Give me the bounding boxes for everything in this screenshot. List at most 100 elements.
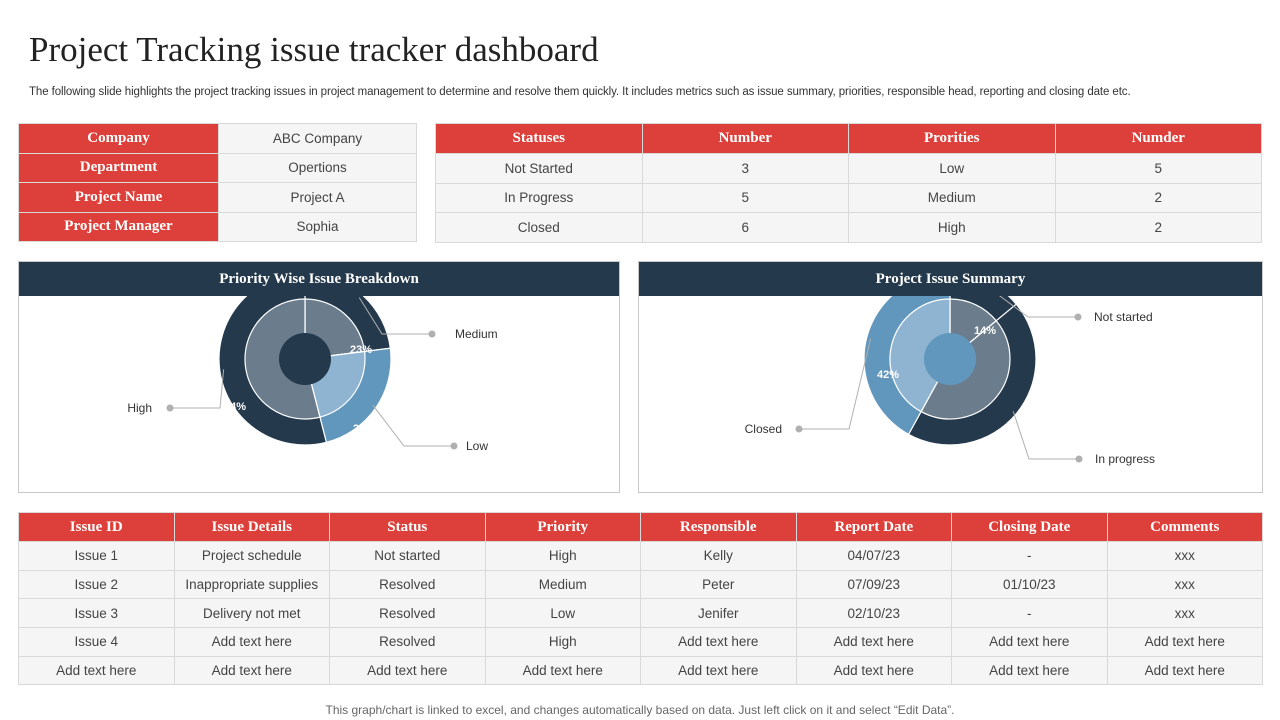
- table-cell: Add text here: [18, 655, 175, 686]
- table-cell: 5: [1054, 153, 1262, 184]
- slice-percent-label: 42%: [877, 369, 899, 381]
- info-label: Project Name: [18, 182, 219, 213]
- table-cell: Not started: [329, 541, 486, 571]
- table-cell: Jenifer: [640, 598, 797, 629]
- table-cell: Add text here: [173, 627, 330, 657]
- table-cell: Medium: [484, 569, 641, 600]
- info-row: Company ABC Company: [18, 123, 417, 154]
- table-cell: In Progress: [435, 182, 643, 213]
- table-cell: Issue 4: [18, 627, 175, 657]
- slice-percent-label: 44%: [997, 428, 1019, 440]
- column-header: Numder: [1054, 123, 1262, 154]
- table-cell: xxx: [1106, 541, 1263, 571]
- column-header: Priority: [484, 512, 641, 542]
- info-row: Project Manager Sophia: [18, 211, 417, 242]
- column-header: Comments: [1106, 512, 1263, 542]
- table-cell: Add text here: [173, 655, 330, 686]
- table-cell: Low: [484, 598, 641, 629]
- info-value: Sophia: [218, 211, 417, 242]
- table-cell: Add text here: [795, 627, 952, 657]
- table-cell: 5: [641, 182, 849, 213]
- leader-line: [799, 338, 872, 430]
- table-row: Add text here Add text here Add text here A…: [18, 655, 1263, 686]
- table-cell: Add text here: [1106, 655, 1263, 686]
- slice-percent-label: 54%: [224, 401, 246, 413]
- table-cell: Kelly: [640, 541, 797, 571]
- leader-dot: [428, 330, 436, 338]
- table-cell: Closed: [435, 212, 643, 243]
- leader-dot: [795, 425, 803, 433]
- info-value: ABC Company: [218, 123, 417, 154]
- info-value: Project A: [218, 182, 417, 213]
- priority-breakdown-panel: Priority Wise Issue Breakdown Medium 23% L…: [18, 261, 620, 493]
- slice-label: Low: [466, 439, 488, 453]
- table-row: Not Started 3 Low 5: [435, 153, 1262, 184]
- table-cell: Add text here: [951, 655, 1108, 686]
- leader-line: [1012, 411, 1079, 460]
- table-cell: Project schedule: [173, 541, 330, 571]
- table-cell: -: [951, 541, 1108, 571]
- leader-dot: [450, 442, 458, 450]
- table-cell: Add text here: [640, 655, 797, 686]
- column-header: Report Date: [795, 512, 952, 542]
- issues-table: Issue ID Issue Details Status Priority Respo…: [18, 512, 1263, 686]
- table-cell: High: [484, 627, 641, 657]
- column-header: Status: [329, 512, 486, 542]
- table-cell: Low: [848, 153, 1056, 184]
- leader-dot: [1075, 455, 1083, 463]
- table-cell: 6: [641, 212, 849, 243]
- leader-dot: [1074, 313, 1082, 321]
- slice-ring: [889, 298, 951, 413]
- column-header: Prorities: [848, 123, 1056, 154]
- column-header: Closing Date: [951, 512, 1108, 542]
- table-cell: 07/09/23: [795, 569, 952, 600]
- table-cell: 2: [1054, 212, 1262, 243]
- table-cell: Medium: [848, 182, 1056, 213]
- donut-hole: [924, 333, 976, 385]
- table-cell: High: [848, 212, 1056, 243]
- panel-title: Priority Wise Issue Breakdown: [19, 262, 619, 296]
- table-cell: Issue 1: [18, 541, 175, 571]
- table-cell: High: [484, 541, 641, 571]
- column-header: Responsible: [640, 512, 797, 542]
- table-row: Issue 1 Project schedule Not started High Ke…: [18, 541, 1263, 571]
- info-label: Department: [18, 152, 219, 183]
- column-header: Statuses: [435, 123, 643, 154]
- table-cell: Resolved: [329, 598, 486, 629]
- footer-note: This graph/chart is linked to excel, and…: [325, 703, 955, 717]
- column-header-row: Statuses Number Prorities Numder: [435, 123, 1262, 154]
- table-cell: 04/07/23: [795, 541, 952, 571]
- page-title: Project Tracking issue tracker dashboard: [29, 30, 599, 69]
- table-cell: Add text here: [484, 655, 641, 686]
- slice-percent-label: 23%: [353, 423, 375, 435]
- table-cell: Issue 3: [18, 598, 175, 629]
- table-cell: Add text here: [329, 655, 486, 686]
- info-row: Project Name Project A: [18, 182, 417, 213]
- table-cell: Delivery not met: [173, 598, 330, 629]
- slice-label: In progress: [1095, 452, 1155, 466]
- column-header-row: Issue ID Issue Details Status Priority Respo…: [18, 512, 1263, 542]
- table-cell: Resolved: [329, 627, 486, 657]
- table-cell: 3: [641, 153, 849, 184]
- column-header: Issue ID: [18, 512, 175, 542]
- issue-summary-panel: Project Issue Summary Not started 14% In p…: [638, 261, 1263, 493]
- status-priority-table: Statuses Number Prorities Numder Not Started…: [435, 123, 1262, 243]
- table-row: Issue 4 Add text here Resolved High Add text…: [18, 627, 1263, 657]
- table-cell: Add text here: [640, 627, 797, 657]
- leader-dot: [166, 404, 174, 412]
- leader-line: [999, 296, 1078, 318]
- slice-percent-label: 14%: [974, 325, 996, 337]
- table-cell: Add text here: [951, 627, 1108, 657]
- project-info-table: Company ABC Company Department Opertions…: [18, 123, 417, 242]
- table-cell: Add text here: [795, 655, 952, 686]
- table-cell: xxx: [1106, 569, 1263, 600]
- slice-label: Medium: [455, 327, 498, 341]
- table-row: Issue 2 Inappropriate supplies Resolved Med…: [18, 569, 1263, 600]
- table-row: Issue 3 Delivery not met Resolved Low Jenife…: [18, 598, 1263, 629]
- donut-hole: [279, 333, 331, 385]
- page-subtitle: The following slide highlights the proje…: [29, 86, 1131, 98]
- priority-donut-chart: Medium 23% Low 23% High 54%: [127, 296, 498, 453]
- table-cell: xxx: [1106, 598, 1263, 629]
- slice-label: Not started: [1094, 310, 1153, 324]
- leader-line: [372, 404, 454, 447]
